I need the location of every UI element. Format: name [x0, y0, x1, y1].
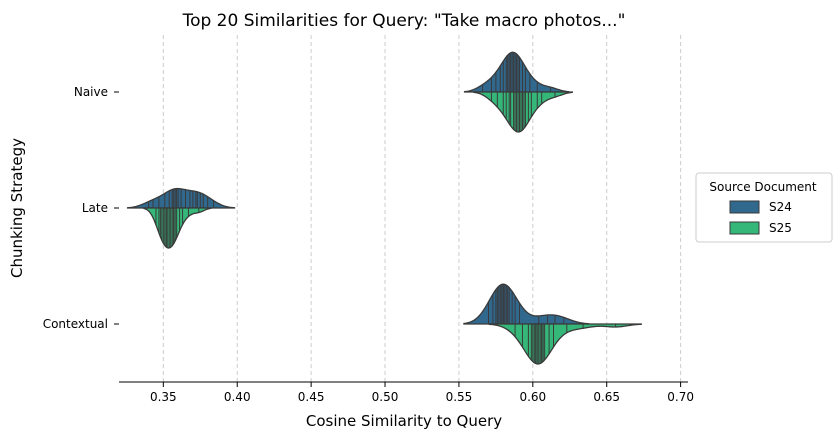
legend-label-s24: S24	[769, 200, 792, 214]
x-tick-label: 0.45	[298, 390, 325, 404]
x-tick-label: 0.35	[150, 390, 177, 404]
y-tick-label: Late	[82, 201, 108, 215]
x-axis-ticks: 0.35 0.40 0.45 0.50 0.55 0.60 0.65 0.70	[150, 382, 694, 404]
x-tick-label: 0.50	[372, 390, 399, 404]
x-tick-label: 0.60	[519, 390, 546, 404]
y-tick-label: Naive	[74, 85, 108, 99]
chart-title: Top 20 Similarities for Query: "Take mac…	[182, 11, 626, 31]
y-axis-ticks: Naive Late Contextual	[43, 85, 119, 331]
violin-half-late-s25	[143, 207, 212, 249]
violin-half-naive-s25	[473, 91, 574, 133]
x-gridlines	[162, 35, 682, 382]
legend-label-s25: S25	[769, 221, 792, 235]
violin-half-contextual-s25	[488, 323, 642, 365]
legend-swatch-s24	[729, 200, 760, 214]
violin-half-contextual-s24	[463, 283, 590, 325]
x-tick-label: 0.40	[224, 390, 251, 404]
legend-title: Source Document	[709, 180, 816, 194]
y-axis-label: Chunking Strategy	[8, 138, 26, 278]
legend-swatch-s25	[729, 221, 760, 235]
legend: Source Document S24 S25	[695, 172, 833, 243]
x-axis-label: Cosine Similarity to Query	[306, 412, 502, 430]
x-tick-label: 0.65	[593, 390, 620, 404]
x-tick-label: 0.55	[446, 390, 473, 404]
x-tick-label: 0.70	[667, 390, 694, 404]
violins	[126, 51, 642, 365]
y-tick-label: Contextual	[43, 317, 108, 331]
